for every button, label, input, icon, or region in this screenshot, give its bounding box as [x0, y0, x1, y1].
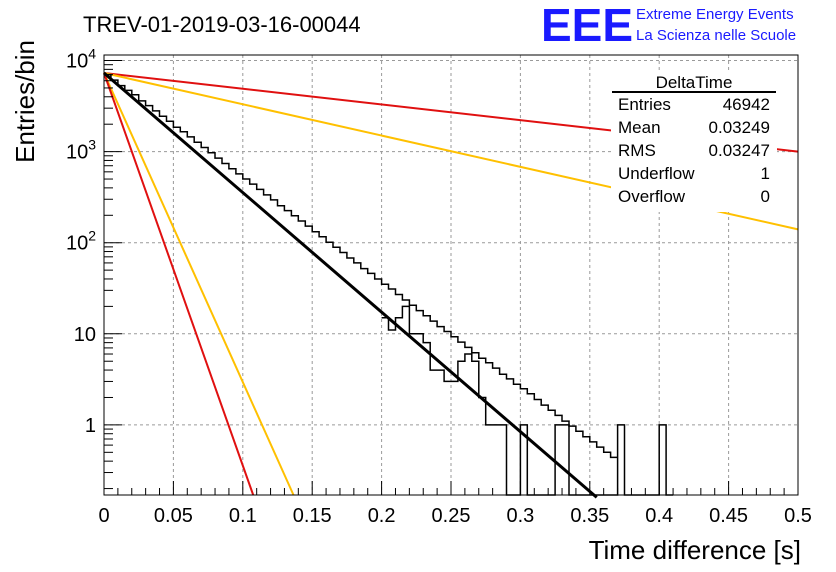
fit-layer: [103, 71, 598, 499]
red-reference-line: [103, 72, 255, 496]
stats-row-label: Overflow: [618, 187, 686, 206]
x-tick-label: 0.5: [784, 505, 812, 527]
x-tick-label: 0.15: [293, 505, 332, 527]
stats-row-label: RMS: [618, 141, 656, 160]
x-tick-label: 0.1: [229, 505, 257, 527]
y-axis-label: Entries/bin: [10, 40, 40, 163]
stats-row-label: Underflow: [618, 164, 695, 183]
y-tick-label: 103: [66, 137, 96, 164]
y-tick-label: 1: [85, 415, 96, 437]
y-tick-label: 10: [74, 324, 96, 346]
x-tick-label: 0.2: [368, 505, 396, 527]
stats-row-value: 0.03247: [709, 141, 770, 160]
stats-row-label: Entries: [618, 95, 671, 114]
eee-logo-line2: La Scienza nelle Scuole: [636, 27, 796, 44]
x-axis: 0 0.05 0.1 0.15 0.2 0.25 0.3 0.35 0.4 0.45 0.5: [98, 481, 812, 527]
y-axis: 1 10 102 103 104: [66, 46, 122, 490]
x-tick-label: 0: [98, 505, 109, 527]
y-tick-label: 104: [66, 46, 96, 73]
eee-logo-mark: EEE: [541, 0, 633, 51]
eee-logo-line1: Extreme Energy Events: [636, 6, 794, 23]
x-tick-label: 0.45: [709, 505, 748, 527]
chart-title: TREV-01-2019-03-16-00044: [83, 12, 361, 37]
stats-row-value: 0: [761, 187, 770, 206]
x-tick-label: 0.25: [432, 505, 471, 527]
yellow-reference-line: [103, 72, 295, 496]
stats-row-label: Mean: [618, 118, 661, 137]
fit-curve: [103, 71, 598, 499]
x-tick-label: 0.05: [154, 505, 193, 527]
y-tick-label: 102: [66, 228, 96, 255]
histogram-steps: [104, 73, 618, 459]
x-tick-label: 0.35: [570, 505, 609, 527]
stats-box-title: DeltaTime: [656, 73, 733, 92]
stats-box: DeltaTime Entries 46942 Mean 0.03249 RMS 0.03…: [611, 72, 777, 212]
stats-row-value: 0.03249: [709, 118, 770, 137]
x-tick-label: 0.4: [645, 505, 673, 527]
eee-logo: EEE Extreme Energy Events La Scienza nel…: [541, 0, 796, 51]
stats-rows: Entries 46942 Mean 0.03249 RMS 0.03247 Underfl…: [618, 95, 770, 206]
x-axis-label: Time difference [s]: [589, 535, 801, 565]
stats-row-value: 1: [761, 164, 770, 183]
stats-row-value: 46942: [723, 95, 770, 114]
x-tick-label: 0.3: [506, 505, 534, 527]
stats-box-background: [611, 72, 777, 212]
